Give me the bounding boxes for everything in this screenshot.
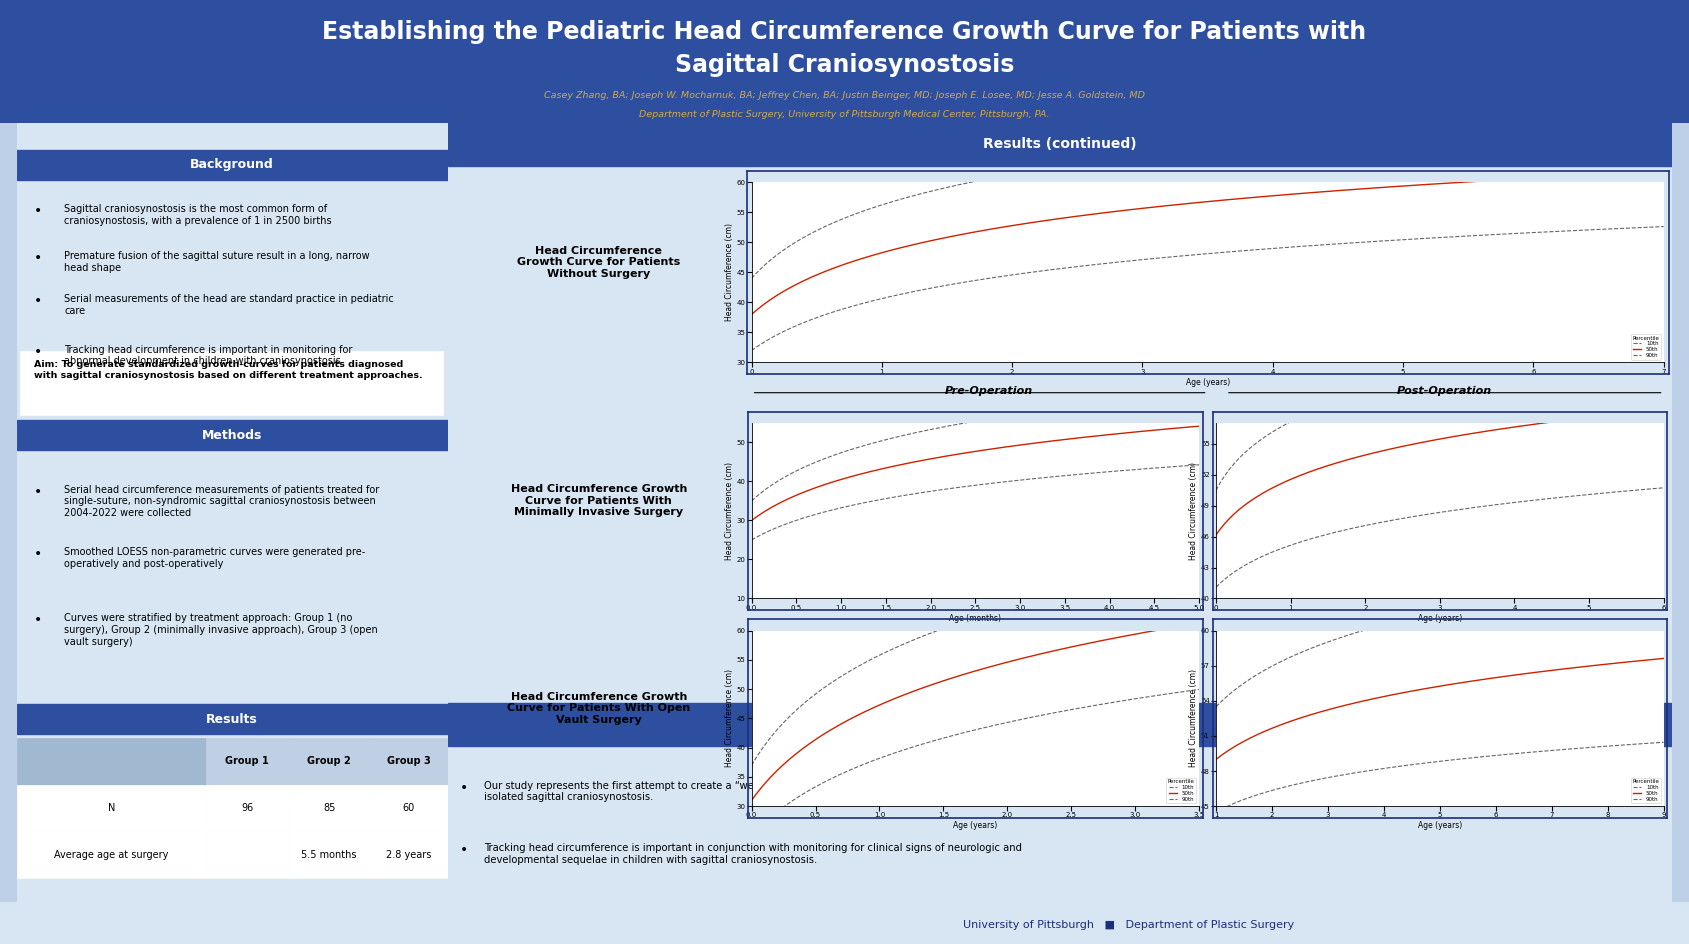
Bar	[370, 738, 448, 784]
Text: Tracking head circumference is important in conjunction with monitoring for clin: Tracking head circumference is important…	[485, 843, 1022, 865]
Text: Aim: To generate standardized growth-curves for patients diagnosed
with sagittal: Aim: To generate standardized growth-cur…	[34, 361, 422, 379]
Text: Results: Results	[206, 713, 258, 726]
Y-axis label: Head Circumference (cm): Head Circumference (cm)	[1189, 669, 1198, 767]
Legend: 10th, 50th, 90th: 10th, 50th, 90th	[1630, 334, 1660, 360]
Text: Serial head circumference measurements of patients treated for
single-suture, no: Serial head circumference measurements o…	[64, 485, 380, 518]
Text: Post-Operation: Post-Operation	[1397, 386, 1493, 396]
Bar	[206, 832, 289, 878]
Bar	[17, 784, 206, 832]
Bar	[17, 738, 206, 784]
Text: •: •	[34, 548, 42, 561]
Bar	[22, 352, 443, 414]
Legend: 10th, 50th, 90th: 10th, 50th, 90th	[1165, 778, 1196, 803]
Text: •: •	[34, 345, 42, 359]
X-axis label: Age (years): Age (years)	[1417, 614, 1463, 622]
Text: Tracking head circumference is important in monitoring for
abnormal development : Tracking head circumference is important…	[64, 345, 353, 366]
Bar	[17, 704, 448, 734]
X-axis label: Age (years): Age (years)	[953, 821, 998, 830]
Text: •: •	[34, 485, 42, 498]
Bar	[206, 738, 289, 784]
Legend: 10th, 50th, 90th: 10th, 50th, 90th	[1630, 778, 1660, 803]
Y-axis label: Head Circumference (cm): Head Circumference (cm)	[1189, 462, 1198, 560]
Text: Methods: Methods	[203, 429, 262, 442]
Text: N: N	[108, 803, 115, 813]
Text: 5.5 months: 5.5 months	[301, 850, 356, 860]
Text: •: •	[34, 251, 42, 265]
Text: Results (continued): Results (continued)	[983, 137, 1137, 151]
Text: University of Pittsburgh   ■   Department of Plastic Surgery: University of Pittsburgh ■ Department of…	[963, 919, 1294, 930]
Text: 85: 85	[323, 803, 336, 813]
Text: Head Circumference Growth
Curve for Patients With Open
Vault Surgery: Head Circumference Growth Curve for Pati…	[507, 692, 691, 725]
Text: Casey Zhang, BA; Joseph W. Mocharnuk, BA; Jeffrey Chen, BA; Justin Beiriger, MD;: Casey Zhang, BA; Joseph W. Mocharnuk, BA…	[544, 92, 1145, 100]
Text: Department of Plastic Surgery, University of Pittsburgh Medical Center, Pittsbur: Department of Plastic Surgery, Universit…	[638, 110, 1051, 119]
Text: Premature fusion of the sagittal suture result in a long, narrow
head shape: Premature fusion of the sagittal suture …	[64, 251, 370, 273]
Text: 60: 60	[402, 803, 415, 813]
Bar	[370, 832, 448, 878]
Bar	[448, 123, 1672, 165]
Bar	[17, 420, 448, 450]
Bar	[17, 832, 206, 878]
Y-axis label: Head Circumference (cm): Head Circumference (cm)	[725, 224, 733, 321]
Text: Our study represents the first attempt to create a “well-child” growth curve for: Our study represents the first attempt t…	[485, 781, 1079, 802]
Text: •: •	[459, 781, 468, 795]
Text: 96: 96	[242, 803, 253, 813]
Text: Background: Background	[191, 159, 274, 171]
Text: •: •	[34, 295, 42, 308]
Text: Establishing the Pediatric Head Circumference Growth Curve for Patients with: Establishing the Pediatric Head Circumfe…	[323, 20, 1366, 44]
Text: •: •	[459, 843, 468, 857]
Bar	[289, 832, 370, 878]
Text: Group 2: Group 2	[307, 756, 351, 767]
Text: Pre-Operation: Pre-Operation	[944, 386, 1032, 396]
Text: Group 3: Group 3	[387, 756, 431, 767]
Bar	[448, 703, 1672, 746]
Text: Sagittal Craniosynostosis: Sagittal Craniosynostosis	[676, 53, 1013, 77]
Text: Conclusions: Conclusions	[1013, 717, 1106, 732]
Text: Head Circumference
Growth Curve for Patients
Without Surgery: Head Circumference Growth Curve for Pati…	[517, 245, 681, 278]
Text: Smoothed LOESS non-parametric curves were generated pre-
operatively and post-op: Smoothed LOESS non-parametric curves wer…	[64, 548, 365, 569]
Text: Head Circumference Growth
Curve for Patients With
Minimally Invasive Surgery: Head Circumference Growth Curve for Pati…	[510, 484, 687, 517]
X-axis label: Age (months): Age (months)	[949, 614, 1002, 622]
Y-axis label: Head Circumference (cm): Head Circumference (cm)	[725, 669, 733, 767]
Text: Serial measurements of the head are standard practice in pediatric
care: Serial measurements of the head are stan…	[64, 295, 394, 315]
Bar	[206, 784, 289, 832]
Y-axis label: Head Circumference (cm): Head Circumference (cm)	[725, 462, 733, 560]
Text: Curves were stratified by treatment approach: Group 1 (no
surgery), Group 2 (min: Curves were stratified by treatment appr…	[64, 614, 378, 647]
Text: Sagittal craniosynostosis is the most common form of
craniosynostosis, with a pr: Sagittal craniosynostosis is the most co…	[64, 205, 333, 227]
X-axis label: Age (years): Age (years)	[1186, 378, 1230, 386]
Bar	[17, 150, 448, 179]
Bar	[370, 784, 448, 832]
Text: •: •	[34, 614, 42, 628]
Text: •: •	[34, 205, 42, 218]
Text: Average age at surgery: Average age at surgery	[54, 850, 169, 860]
Bar	[289, 784, 370, 832]
Text: 2.8 years: 2.8 years	[387, 850, 431, 860]
X-axis label: Age (years): Age (years)	[1417, 821, 1463, 830]
Text: Group 1: Group 1	[225, 756, 269, 767]
Bar	[289, 738, 370, 784]
